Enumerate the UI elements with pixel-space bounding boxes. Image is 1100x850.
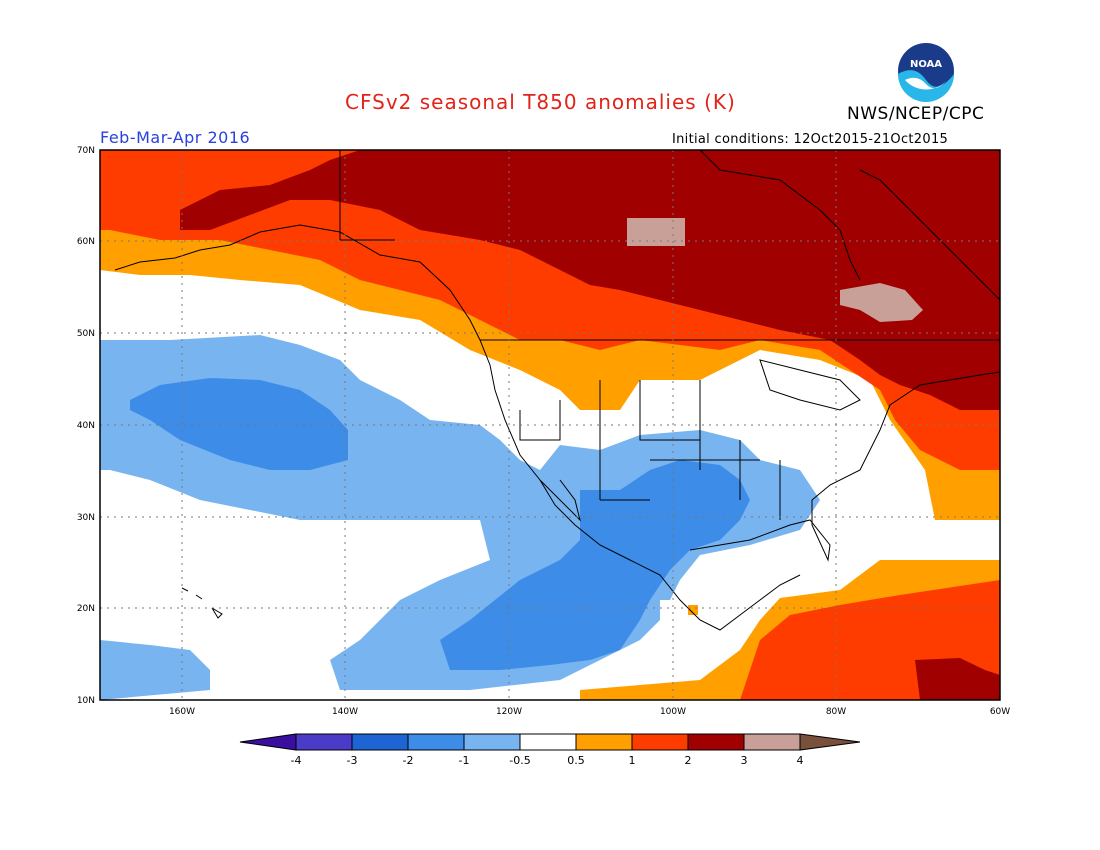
warm-anomaly-3-4 xyxy=(627,218,685,246)
colorbar-label: -4 xyxy=(291,754,302,767)
colorbar-swatch xyxy=(575,733,633,751)
lon-label: 140W xyxy=(332,707,358,717)
noaa-logo-icon: NOAA xyxy=(896,41,956,102)
colorbar-label: -2 xyxy=(403,754,414,767)
warm-anomaly-3-4 xyxy=(840,283,923,322)
initial-conditions: Initial conditions: 12Oct2015-21Oct2015 xyxy=(672,132,949,147)
colorbar-swatch xyxy=(743,733,801,751)
colorbar-label: 2 xyxy=(685,754,692,767)
lat-label: 40N xyxy=(77,421,95,431)
lon-label: 80W xyxy=(826,707,846,717)
cool-anomaly-1-2-south xyxy=(440,460,750,670)
colorbar-label: -1 xyxy=(459,754,470,767)
lat-label: 30N xyxy=(77,513,95,523)
coastlines xyxy=(114,150,1000,631)
longitude-labels: 160W 140W 120W 100W 80W 60W xyxy=(169,707,1010,717)
warm-anomaly-tropical-2-3 xyxy=(915,658,1000,700)
colorbar-label: 1 xyxy=(629,754,636,767)
colorbar-swatch xyxy=(295,733,353,751)
colorbar-label: 0.5 xyxy=(567,754,585,767)
colorbar-end-low xyxy=(239,733,297,751)
colorbar-label: -3 xyxy=(347,754,358,767)
cool-anomaly-1-2 xyxy=(130,378,348,470)
colorbar-label: -0.5 xyxy=(509,754,530,767)
lat-label: 70N xyxy=(77,146,95,156)
latitude-labels: 70N 60N 50N 40N 30N 20N 10N xyxy=(77,146,95,706)
agency-label: NWS/NCEP/CPC xyxy=(847,104,985,124)
lon-label: 60W xyxy=(990,707,1010,717)
colorbar-swatch xyxy=(519,733,577,751)
colorbar-swatch xyxy=(407,733,465,751)
colorbar: -4 -3 -2 -1 -0.5 0.5 1 2 3 4 xyxy=(239,733,861,767)
colorbar-swatch xyxy=(631,733,689,751)
lat-label: 60N xyxy=(77,237,95,247)
colorbar-swatch xyxy=(351,733,409,751)
graticule xyxy=(100,150,1000,700)
lon-label: 160W xyxy=(169,707,195,717)
colorbar-label: 4 xyxy=(797,754,804,767)
map-title: CFSv2 seasonal T850 anomalies (K) xyxy=(345,90,736,114)
lat-label: 50N xyxy=(77,329,95,339)
map-frame xyxy=(99,149,1001,701)
lat-label: 10N xyxy=(77,696,95,706)
forecast-period: Feb-Mar-Apr 2016 xyxy=(100,128,251,147)
colorbar-label: 3 xyxy=(741,754,748,767)
lon-label: 120W xyxy=(496,707,522,717)
colorbar-swatch xyxy=(463,733,521,751)
lat-label: 20N xyxy=(77,604,95,614)
logo-text: NOAA xyxy=(910,59,942,70)
warm-anomaly-2-3 xyxy=(180,150,1000,410)
colorbar-swatch xyxy=(687,733,745,751)
colorbar-end-high xyxy=(799,733,861,751)
lon-label: 100W xyxy=(660,707,686,717)
